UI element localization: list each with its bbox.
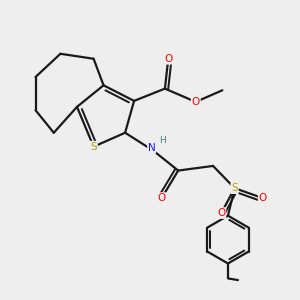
Text: S: S [231,183,238,193]
Text: O: O [217,208,226,218]
Text: S: S [90,142,97,152]
Text: O: O [192,97,200,107]
Text: O: O [259,193,267,203]
Text: O: O [164,54,172,64]
Text: H: H [159,136,166,145]
Text: N: N [148,143,155,153]
Text: O: O [158,193,166,203]
